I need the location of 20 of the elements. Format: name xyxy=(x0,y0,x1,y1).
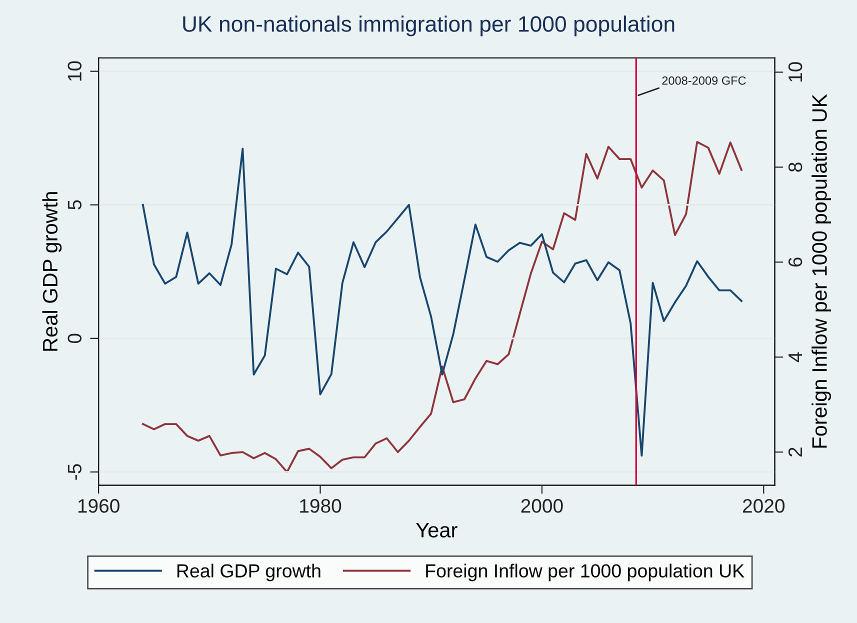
x-tick-label: 2020 xyxy=(742,499,785,513)
x-tick-label: 1960 xyxy=(78,499,120,513)
y-tick-label: 10 xyxy=(68,61,82,81)
y2-tick-label: 4 xyxy=(788,352,802,362)
legend-label: Foreign Inflow per 1000 population UK xyxy=(426,564,744,582)
x-tick-label: 2000 xyxy=(521,499,563,513)
x-tick-label: 1980 xyxy=(300,499,342,513)
y2-tick-label: 8 xyxy=(788,162,802,172)
y-tick-label: -5 xyxy=(68,464,82,480)
y2-tick-label: 10 xyxy=(788,62,802,82)
ref-line-label: 2008-2009 GFC xyxy=(662,76,746,85)
y2-axis-title: Foreign Inflow per 1000 population UK xyxy=(812,94,832,448)
y2-tick-label: 2 xyxy=(788,448,802,457)
y2-tick-label: 6 xyxy=(788,258,802,267)
x-axis-title: Year xyxy=(416,522,458,538)
y-tick-label: 0 xyxy=(68,334,82,344)
y-axis-title: Real GDP growth xyxy=(42,192,62,351)
y-tick-label: 5 xyxy=(68,200,82,210)
chart-title: UK non-nationals immigration per 1000 population xyxy=(183,16,674,36)
legend-label: Real GDP growth xyxy=(177,564,320,582)
